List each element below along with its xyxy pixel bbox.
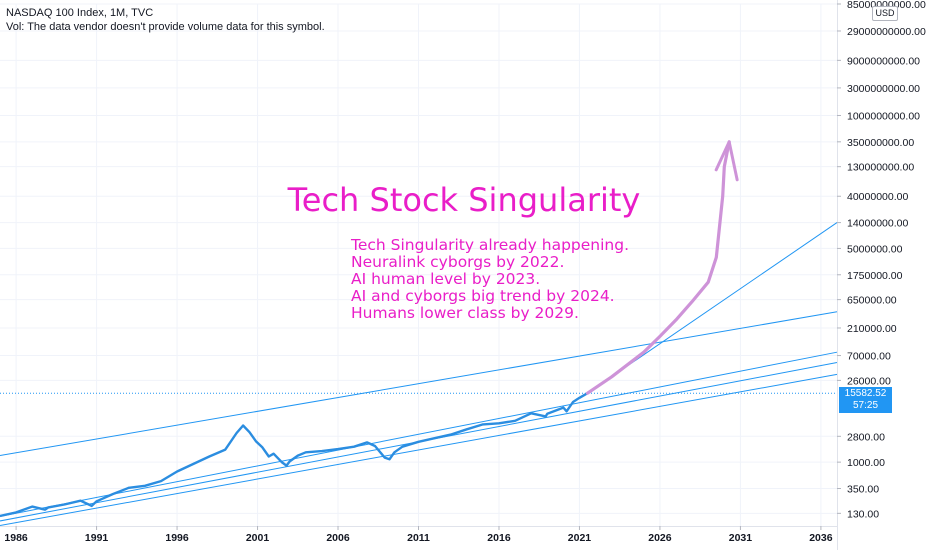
y-tick-label: 130000000.00 [847,162,914,174]
y-tick-label: 70000.00 [847,351,891,363]
channel-trend-line [0,351,838,517]
annotation-line: Humans lower class by 2029. [351,304,579,322]
y-tick-label: 2800.00 [847,431,885,443]
y-tick-label: 29000000000.00 [847,26,926,38]
channel-trend-line [0,373,838,527]
projection-line [585,140,731,395]
channel-trend-line [0,311,838,457]
annotation-title: Tech Stock Singularity [287,181,641,219]
annotation-line: AI human level by 2023. [351,270,540,288]
y-tick-label: 85000000000.00 [847,0,926,11]
x-tick-label: 2011 [407,532,430,544]
x-tick-label: 2036 [809,532,833,544]
x-tick-label: 2001 [246,532,270,544]
last-price-tag: 15582.52 57:25 [839,387,892,414]
y-tick-label: 3000000000.00 [847,83,920,95]
y-tick-label: 40000000.00 [847,191,908,203]
y-tick-label: 130.00 [847,508,879,520]
annotation-text-block: Tech Singularity already happening. Neur… [350,236,629,322]
bar-countdown: 57:25 [852,400,879,412]
time-axis[interactable]: 1986 1991 1996 2001 2006 2011 2016 2021 2026 2031… [4,526,833,544]
projection-arrowhead [714,140,739,182]
x-tick-label: 2031 [729,532,753,544]
currency-badge[interactable]: USD [872,6,898,21]
x-tick-label: 2006 [326,532,350,544]
annotation-line: Neuralink cyborgs by 2022. [351,253,564,271]
last-price-value: 15582.52 [844,388,887,400]
symbol-title[interactable]: NASDAQ 100 Index, 1M, TVC [6,7,154,19]
price-axis[interactable]: 85000000000.00 29000000000.00 9000000000.0… [837,0,926,520]
price-series-line [0,392,589,518]
x-tick-label: 2021 [568,532,592,544]
x-tick-label: 2026 [648,532,672,544]
y-tick-label: 26000.00 [847,375,891,387]
y-tick-label: 1000.00 [847,457,885,469]
y-tick-label: 350000000.00 [847,137,914,149]
y-tick-label: 14000000.00 [847,218,908,230]
y-tick-label: 5000000.00 [847,243,903,255]
y-tick-label: 9000000000.00 [847,55,920,67]
y-tick-label: 210000.00 [847,323,897,335]
y-tick-label: 1000000000.00 [847,110,920,122]
x-tick-label: 1991 [85,532,109,544]
y-tick-label: 350.00 [847,483,879,495]
annotation-line: Tech Singularity already happening. [350,236,629,254]
volume-note: Vol: The data vendor doesn't provide vol… [6,21,325,33]
annotation-line: AI and cyborgs big trend by 2024. [351,287,615,305]
y-tick-label: 1750000.00 [847,270,903,282]
x-tick-label: 1986 [4,532,28,544]
y-tick-label: 650000.00 [847,295,897,307]
x-tick-label: 1996 [165,532,189,544]
x-tick-label: 2016 [487,532,511,544]
grid [0,3,837,526]
